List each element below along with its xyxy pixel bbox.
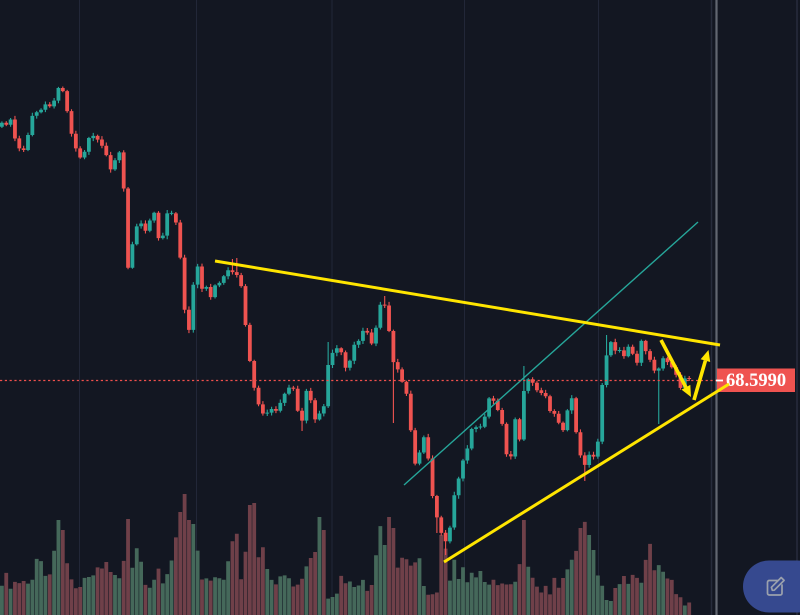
svg-text:68.5990: 68.5990 bbox=[726, 371, 786, 391]
